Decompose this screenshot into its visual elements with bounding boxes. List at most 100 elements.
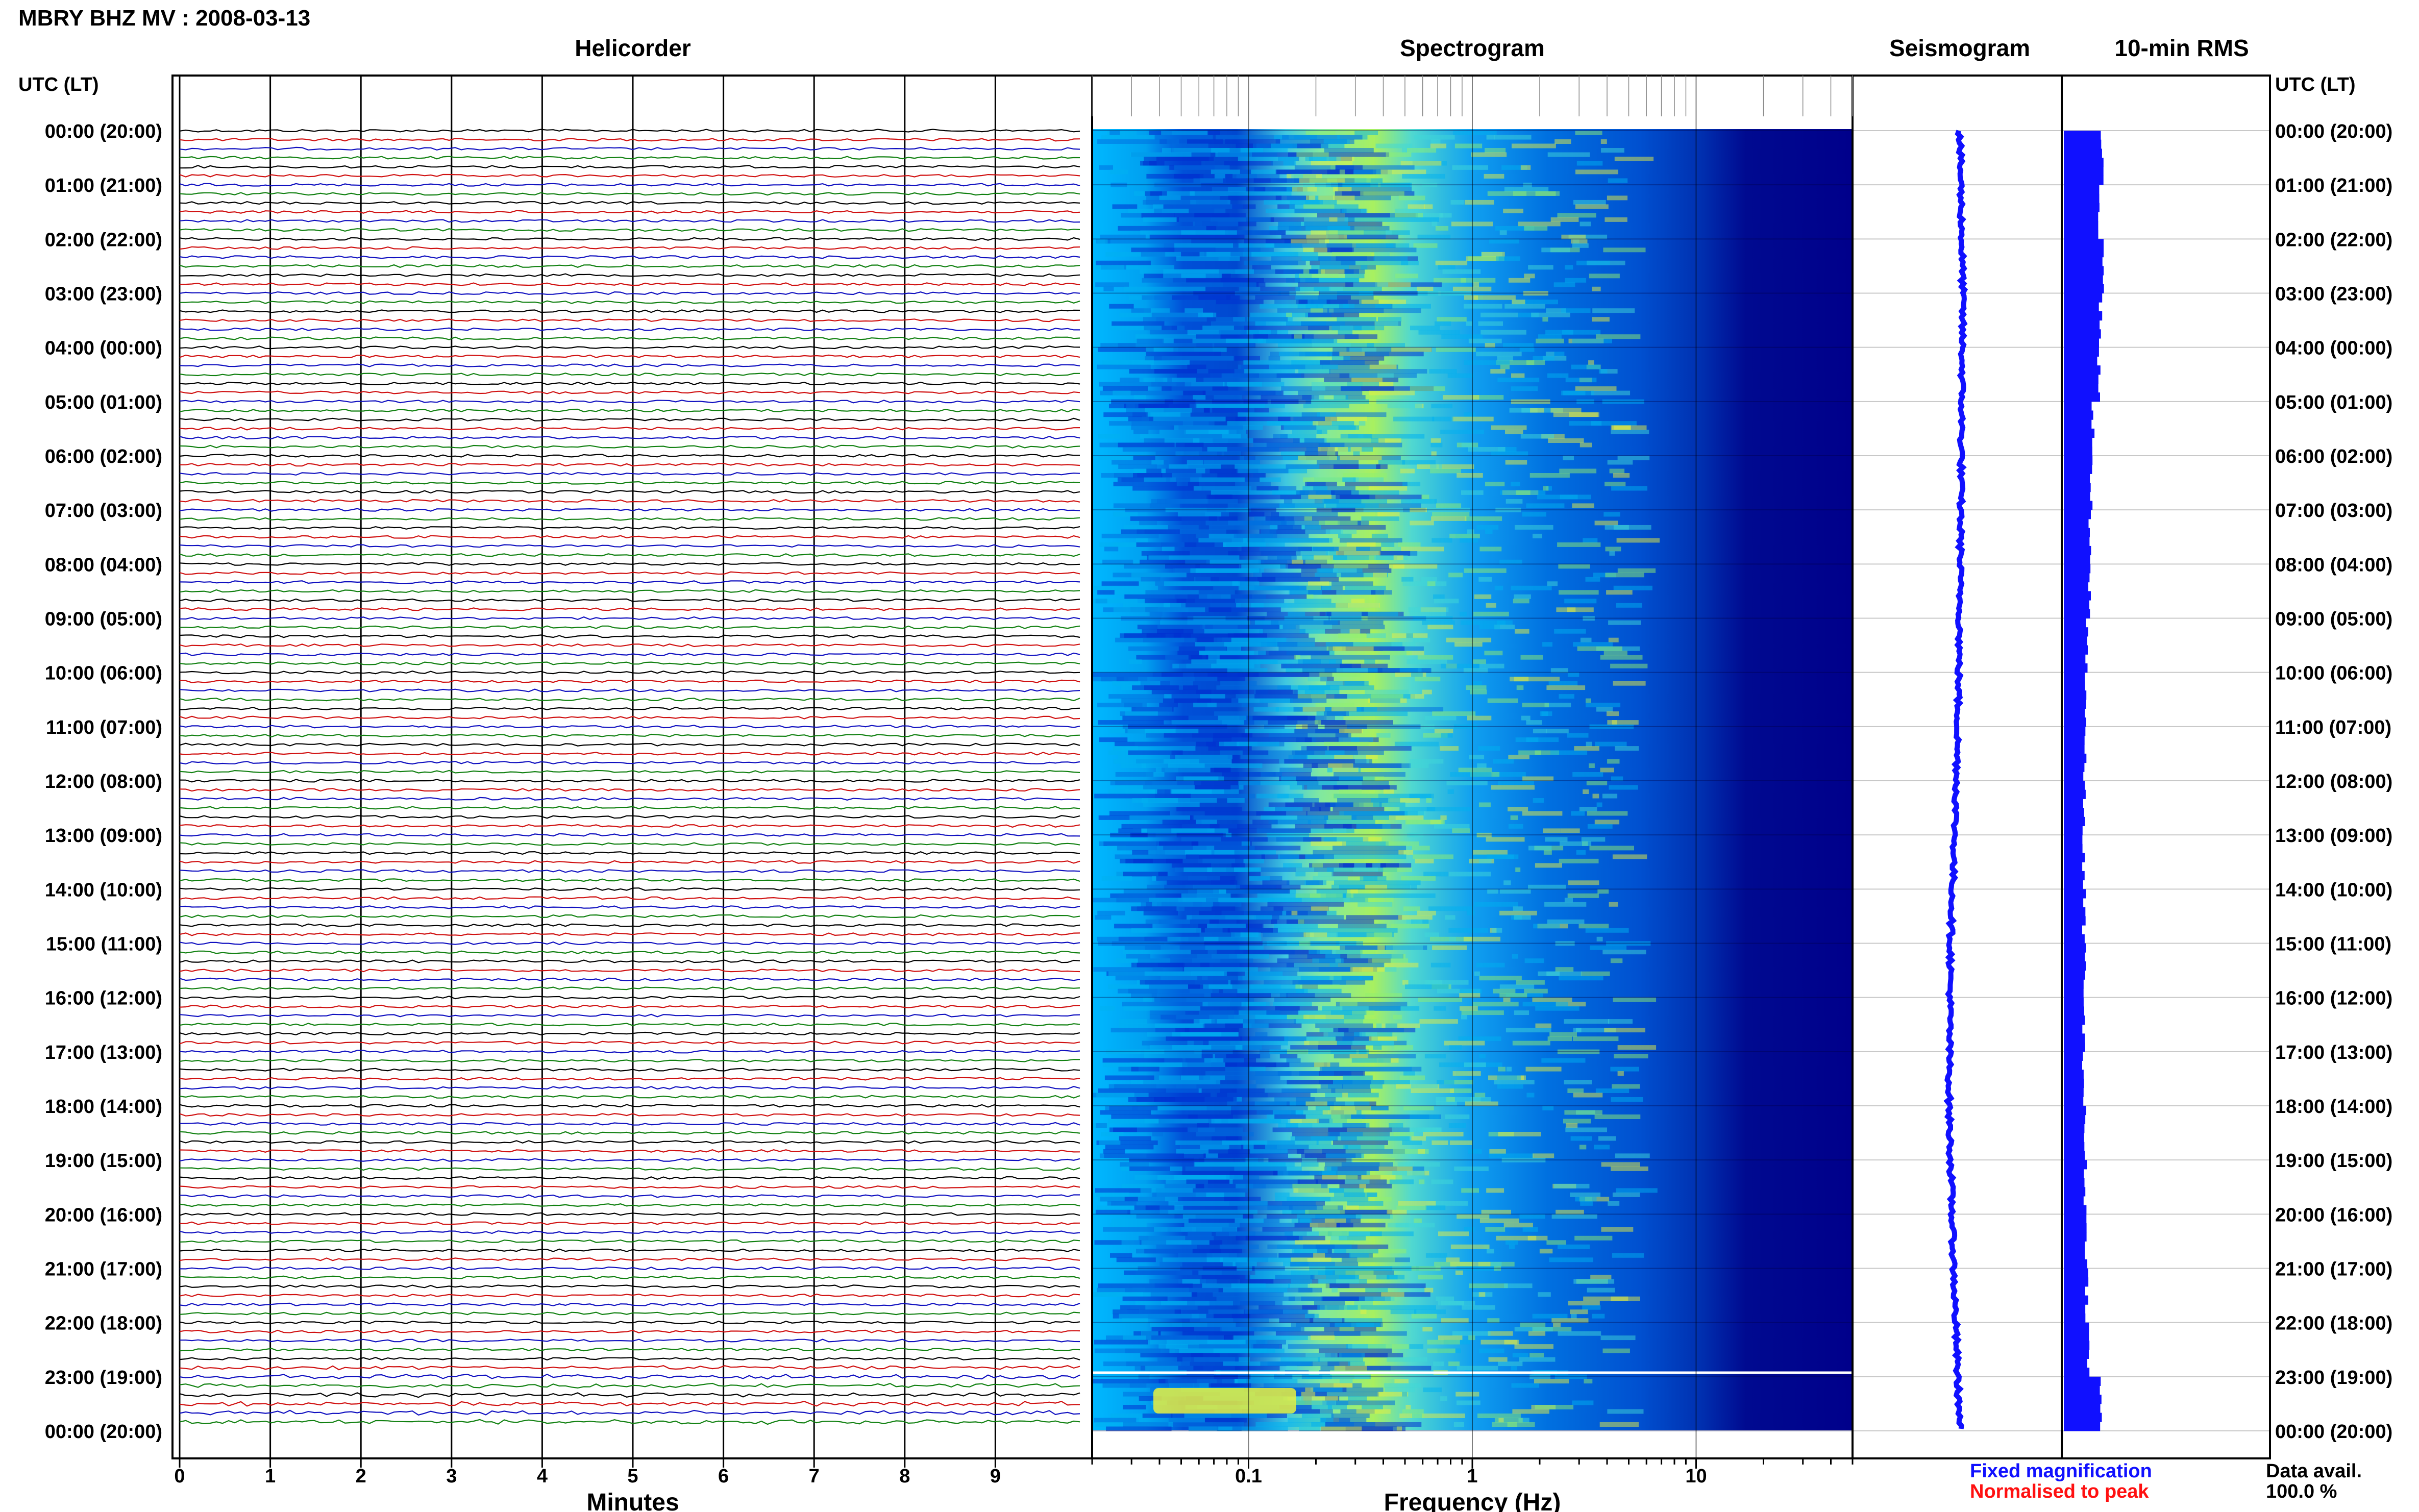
spectrogram-cell [1130, 516, 1217, 521]
row-label-left: 00:00 (20:00) [45, 1421, 162, 1443]
spectrogram-cell [1533, 1153, 1554, 1158]
spectrogram-cell [1361, 265, 1368, 270]
spectrogram-cell [1296, 988, 1342, 994]
spectrogram-cell [1200, 1318, 1233, 1323]
rms-bar [2064, 1349, 2089, 1359]
spectrogram-cell [1124, 564, 1196, 569]
spectrogram-cell [1172, 663, 1254, 668]
spectrogram-cell [1176, 1149, 1209, 1154]
spectrogram-cell [1434, 1006, 1446, 1011]
spectrogram-cell [1359, 1275, 1387, 1280]
row-label-right: 12:00 (08:00) [2275, 771, 2392, 792]
spectrogram-cell [1172, 148, 1264, 153]
spectrogram-cell [1338, 533, 1352, 538]
helicorder-trace-line [179, 914, 1080, 919]
row-label-right: 11:00 (07:00) [2275, 717, 2391, 738]
spectrogram-cell [1152, 1192, 1206, 1197]
spectrogram-cell [1546, 685, 1586, 690]
spectrogram-cell [1233, 326, 1329, 331]
spectrogram-cell [1306, 195, 1316, 201]
rms-bar [2064, 193, 2100, 204]
spectrogram-cell [1267, 1244, 1357, 1249]
spectrogram-cell [1144, 971, 1224, 976]
spectrogram-cell [1313, 1318, 1342, 1323]
spectrogram-cell [1448, 1123, 1466, 1128]
rms-bar [2064, 284, 2104, 293]
spectrogram-cell [1138, 1266, 1180, 1271]
spectrogram-cell [1100, 234, 1146, 239]
spectrogram-cell [1529, 1353, 1544, 1358]
spectrogram-cell [1338, 633, 1366, 638]
spectrogram-cell [1412, 846, 1430, 851]
spectrogram-cell [1595, 1088, 1630, 1093]
row-label-left: 05:00 (01:00) [45, 392, 162, 413]
spectrogram-cell [1302, 785, 1397, 790]
spectrogram-cell [1310, 1223, 1337, 1228]
spectrogram-cell [1327, 1400, 1395, 1405]
spectrogram-cell [1151, 460, 1164, 465]
spectrogram-cell [1093, 1292, 1192, 1297]
spectrogram-cell [1550, 217, 1579, 222]
rms-bar [2064, 401, 2092, 411]
spectrogram-cell [1464, 304, 1502, 309]
spectrogram-cell [1480, 312, 1518, 317]
spectrogram-cell [1380, 182, 1412, 187]
row-label-right: 18:00 (14:00) [2275, 1096, 2392, 1118]
spectrogram-cell [1287, 1049, 1309, 1054]
spectrogram-cell [1518, 221, 1561, 227]
spectrogram-cell [1473, 282, 1479, 287]
spectrogram-cell [1364, 659, 1375, 664]
rms-bar [2064, 1313, 2086, 1323]
spectrogram-cell [1308, 581, 1329, 586]
spectrogram-cell [1393, 555, 1403, 560]
spectrogram-cell [1571, 239, 1588, 244]
spectrogram-cell [1374, 932, 1392, 937]
spectrogram-cell [1513, 191, 1556, 196]
spectrogram-cell [1418, 330, 1460, 335]
spectrogram-cell [1094, 1418, 1137, 1423]
spectrogram-cell [1326, 438, 1371, 443]
spectrogram-cell [1433, 1361, 1444, 1367]
spectrogram-cell [1522, 512, 1546, 517]
helicorder-trace-line [179, 679, 1080, 683]
spectrogram-cell [1474, 971, 1480, 976]
spectrogram-cell [1417, 234, 1451, 239]
spectrogram-title: Spectrogram [1400, 35, 1545, 61]
spectrogram-cell [1336, 494, 1370, 500]
spectrogram-cell [1105, 1145, 1154, 1150]
spectrogram-cell [1568, 1301, 1600, 1306]
spectrogram-cell [1486, 603, 1496, 608]
rms-bar [2064, 374, 2099, 384]
spectrogram-cell [1113, 390, 1131, 395]
spectrogram-cell [1602, 399, 1644, 404]
spectrogram-cell [1101, 135, 1155, 140]
spectrogram-cell [1548, 681, 1578, 686]
helicorder-trace-line [179, 634, 1080, 638]
row-label-left: 15:00 (11:00) [46, 934, 162, 955]
spectrogram-cell [1411, 1088, 1454, 1093]
spectrogram-cell [1184, 1223, 1240, 1228]
spectrogram-cell [1151, 993, 1237, 998]
spectrogram-cell [1095, 1209, 1130, 1214]
row-label-right: 10:00 (06:00) [2275, 663, 2392, 684]
spectrogram-cell [1330, 1106, 1371, 1110]
spectrogram-cell [1171, 863, 1212, 868]
spectrogram-cell [1238, 976, 1330, 981]
spectrogram-cell [1487, 191, 1527, 196]
spectrogram-cell [1402, 980, 1409, 985]
spectrogram-cell [1607, 195, 1628, 201]
spectrogram-cell [1320, 260, 1409, 265]
helicorder-tick-label: 0 [174, 1466, 185, 1487]
spectrogram-cell [1321, 1426, 1362, 1431]
spectrogram-cell [1110, 326, 1172, 331]
spectrogram-cell [1427, 1348, 1455, 1353]
spectrogram-cell [1520, 1322, 1546, 1327]
spectrogram-cell [1427, 625, 1453, 630]
spectrogram-cell [1410, 326, 1440, 331]
spectrogram-cell [1115, 781, 1194, 785]
rms-bar [2064, 844, 2083, 854]
spectrogram-cell [1445, 915, 1455, 920]
spectrogram-cell [1350, 967, 1373, 972]
spectrogram-cell [1147, 884, 1240, 889]
spectrogram-cell [1148, 1093, 1211, 1098]
